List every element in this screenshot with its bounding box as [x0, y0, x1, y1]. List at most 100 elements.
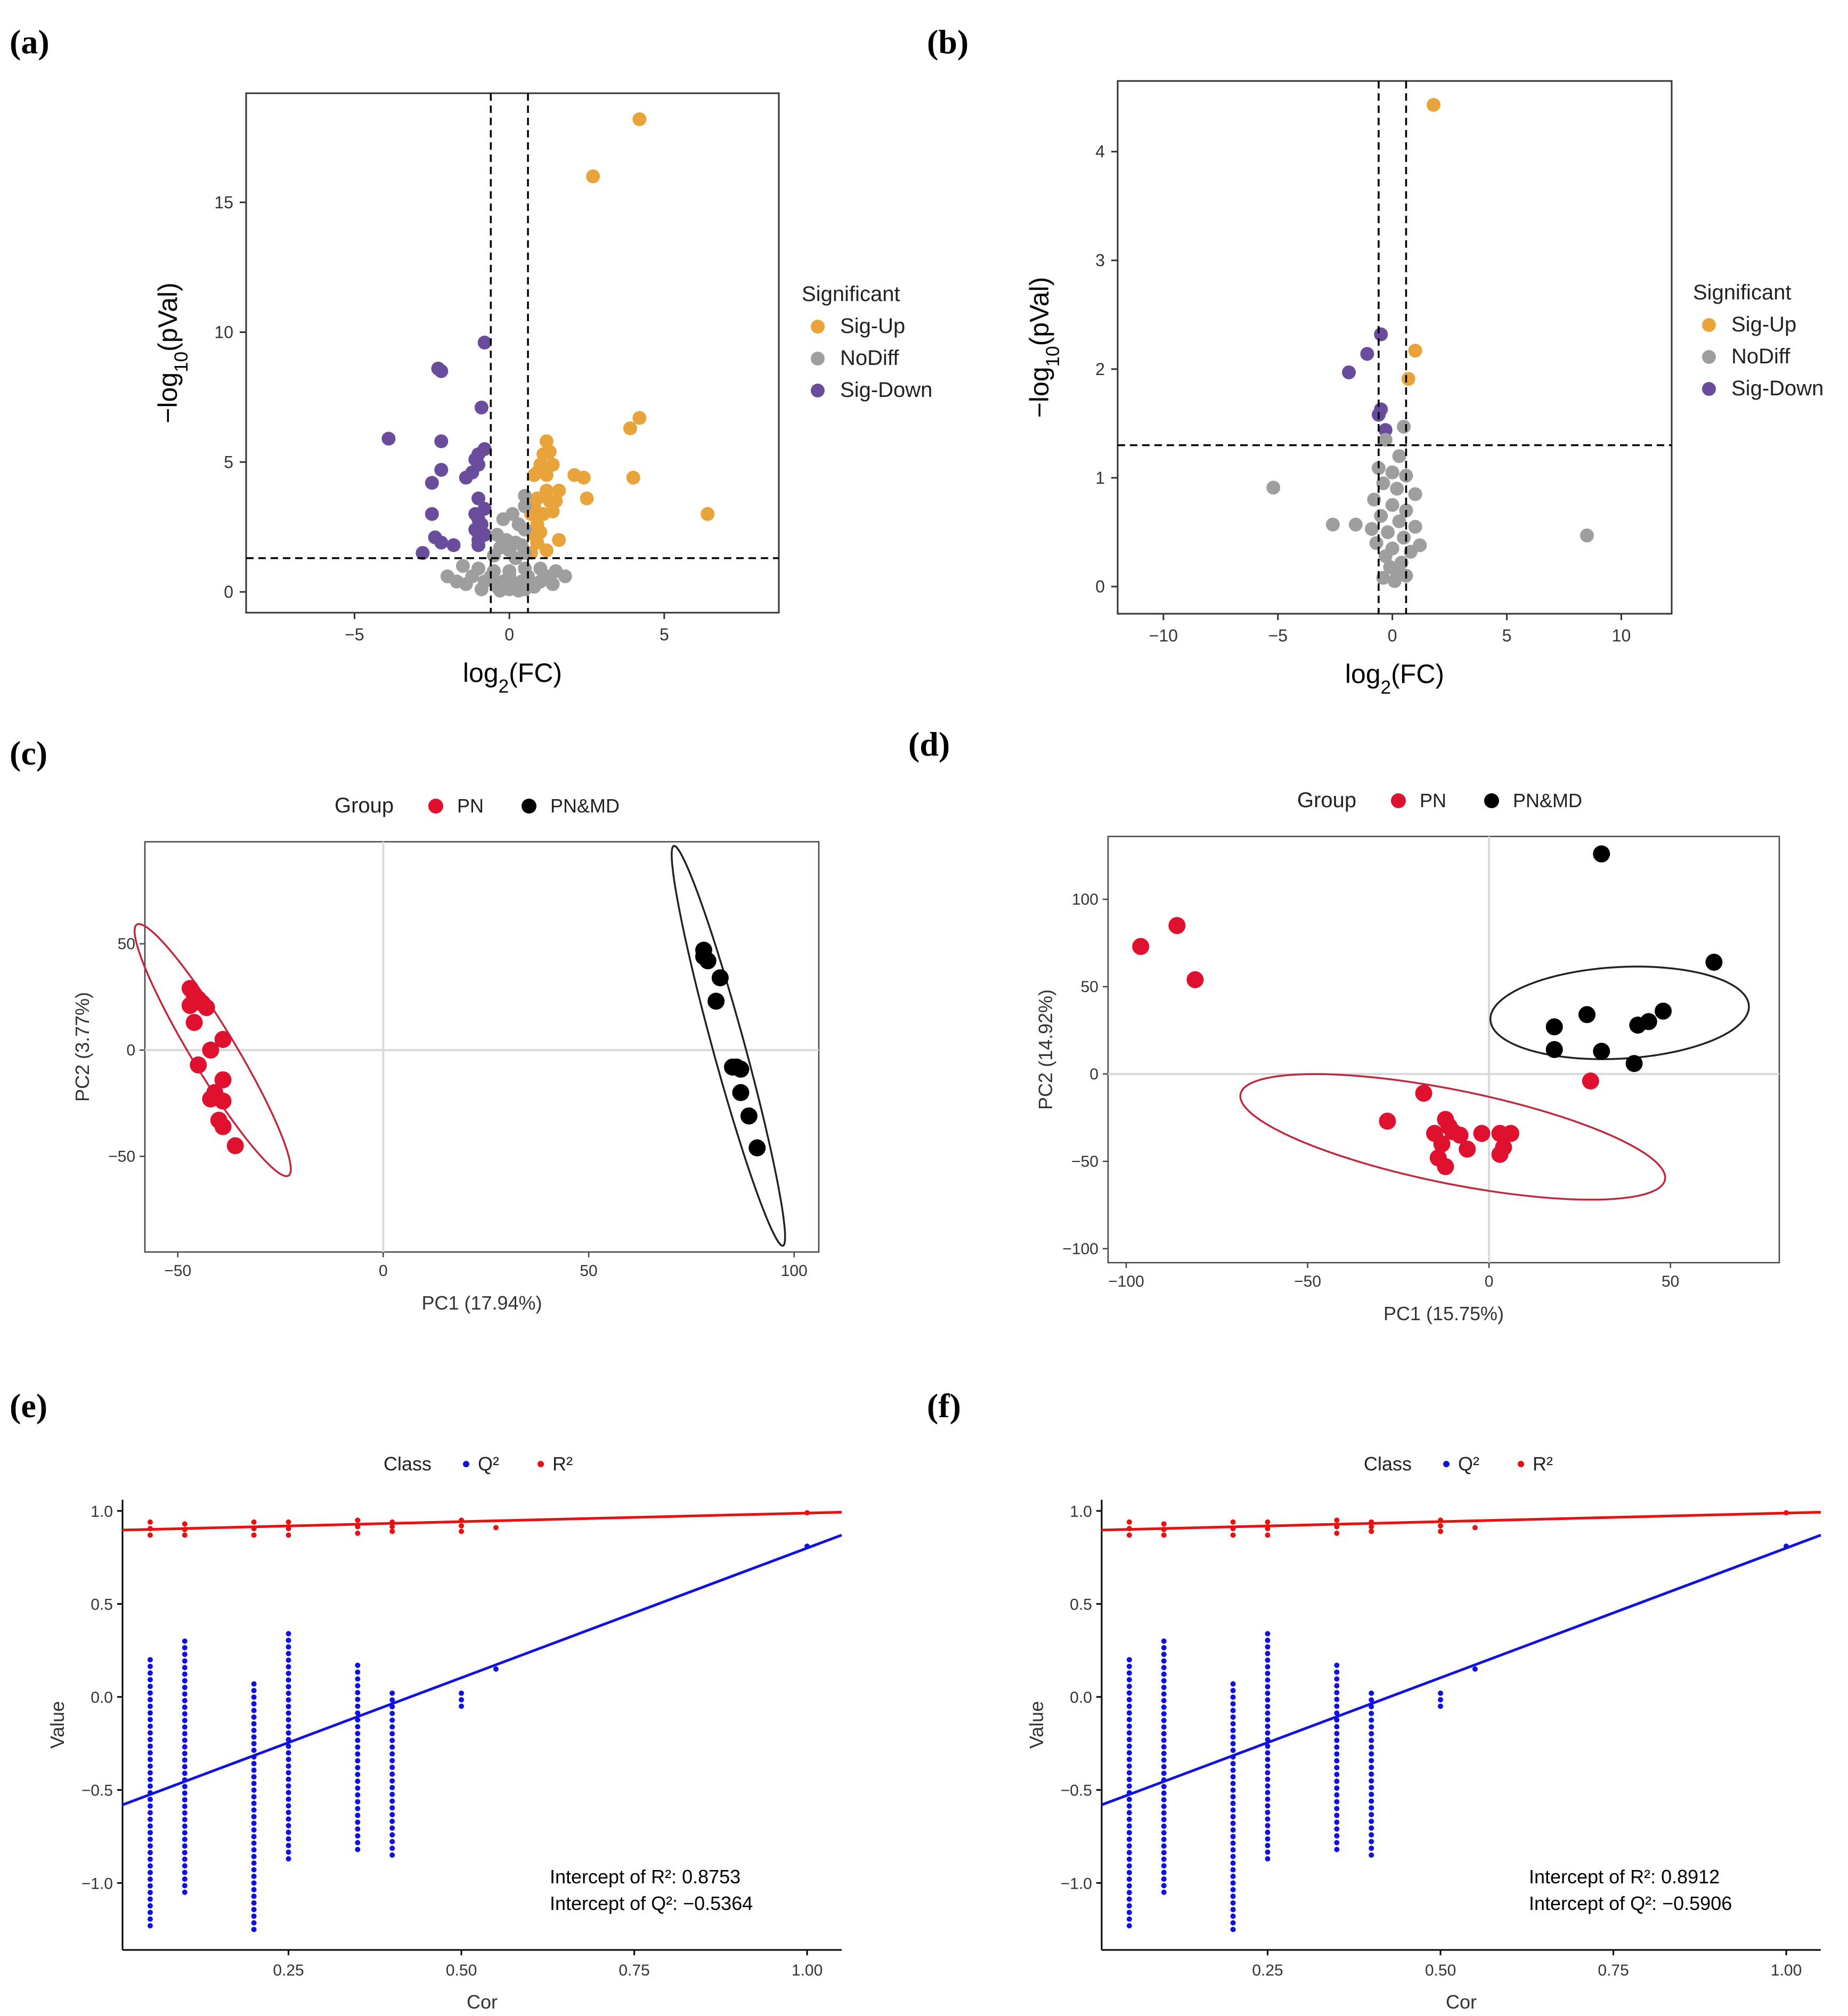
point-q2 [1334, 1669, 1340, 1675]
x-axis-label: PC1 (15.75%) [1383, 1303, 1504, 1324]
point-q2 [1334, 1833, 1340, 1839]
point-q2 [182, 1810, 188, 1816]
x-tick-label: −100 [1108, 1273, 1144, 1290]
point-q2 [286, 1830, 291, 1835]
y-axis-label: −log10(pVal) [1024, 277, 1063, 418]
point-sig-up [539, 434, 553, 449]
point-q2 [389, 1758, 395, 1763]
point-q2 [1161, 1764, 1167, 1770]
point-nodiff [1369, 536, 1383, 550]
point-pn-md [707, 993, 725, 1010]
point-q2 [1126, 1770, 1132, 1776]
point-r2 [1369, 1524, 1374, 1530]
point-q2 [1265, 1849, 1271, 1855]
plot-frame [245, 92, 780, 614]
point-q2 [1230, 1800, 1236, 1806]
point-q2 [182, 1797, 188, 1803]
point-r2 [459, 1523, 465, 1529]
point-q2 [182, 1638, 188, 1644]
point-q2 [1230, 1847, 1236, 1853]
point-nodiff [1397, 419, 1411, 434]
point-q2 [251, 1761, 257, 1767]
x-tick-label: 0 [1388, 626, 1397, 645]
point-q2 [286, 1770, 291, 1776]
point-q2 [1265, 1830, 1271, 1835]
point-q2 [251, 1734, 257, 1740]
point-q2 [1161, 1883, 1167, 1889]
point-pn-md [1593, 1043, 1610, 1060]
point-r2 [286, 1519, 291, 1525]
legend-swatch [811, 320, 825, 334]
point-q2 [251, 1747, 257, 1753]
point-q2 [355, 1819, 361, 1825]
point-q2 [1230, 1714, 1236, 1720]
y-tick-label: 15 [214, 193, 233, 212]
point-q2 [1369, 1711, 1374, 1717]
point-pn [214, 1092, 232, 1110]
point-q2 [182, 1711, 188, 1717]
point-nodiff [450, 574, 464, 589]
point-sig-up [552, 483, 566, 498]
point-sig-down [1342, 365, 1356, 379]
point-q2 [147, 1863, 153, 1869]
point-q2 [286, 1670, 291, 1676]
point-sig-up [632, 411, 647, 425]
point-q2 [1369, 1785, 1374, 1791]
legend-swatch [463, 1461, 469, 1467]
point-pn-md [732, 1084, 750, 1101]
point-pn [181, 997, 199, 1014]
point-q2 [355, 1765, 361, 1770]
point-q2 [1161, 1863, 1167, 1869]
point-q2 [1126, 1836, 1132, 1842]
point-q2 [389, 1839, 395, 1844]
point-r2 [1334, 1517, 1340, 1523]
point-q2 [182, 1843, 188, 1849]
point-q2 [1334, 1792, 1340, 1798]
point-q2 [355, 1696, 361, 1702]
point-q2 [251, 1893, 257, 1899]
point-nodiff [508, 551, 523, 565]
y-tick-label: 0 [126, 1042, 135, 1059]
point-nodiff [1385, 465, 1399, 479]
legend-label: R² [552, 1453, 573, 1475]
point-q2 [1230, 1681, 1236, 1687]
x-axis-label: Cor [1446, 1991, 1477, 2013]
point-q2 [286, 1843, 291, 1849]
point-q2 [286, 1757, 291, 1762]
point-q2 [355, 1689, 361, 1695]
y-tick-label: −50 [108, 1148, 135, 1165]
point-sig-down [434, 535, 449, 550]
intercept-annotation: Intercept of R²: 0.8753 [550, 1866, 740, 1888]
point-q2 [1334, 1730, 1340, 1736]
point-pn-md [1593, 845, 1610, 863]
point-q2 [1265, 1697, 1271, 1703]
volcano-plot-b: −10 −5 0 5 10 0 1 2 3 4 log2(FC) −log10(pVal) Signif… [1024, 80, 1823, 698]
point-pn [1582, 1072, 1599, 1090]
point-q2 [286, 1704, 291, 1710]
point-q2 [1230, 1741, 1236, 1746]
point-sig-up [549, 494, 563, 508]
point-q2 [286, 1816, 291, 1822]
point-nodiff [1408, 519, 1422, 534]
point-q2 [355, 1806, 361, 1811]
y-tick-label: −100 [1062, 1240, 1098, 1258]
point-q2 [1334, 1696, 1340, 1702]
y-axis-label: PC2 (14.92%) [1035, 989, 1056, 1110]
point-q2 [182, 1764, 188, 1770]
point-q2 [1334, 1710, 1340, 1716]
point-q2 [1265, 1776, 1271, 1782]
point-q2 [147, 1690, 153, 1696]
point-r2 [147, 1532, 153, 1538]
legend-title: Significant [1693, 281, 1792, 304]
point-sig-down [1378, 423, 1393, 437]
point-q2 [1265, 1783, 1271, 1789]
point-q2 [147, 1869, 153, 1875]
point-r2 [1230, 1519, 1236, 1525]
point-q2 [182, 1757, 188, 1763]
point-q2 [1161, 1658, 1167, 1664]
point-q2 [1126, 1909, 1132, 1915]
point-q2 [1161, 1817, 1167, 1823]
point-q2 [1161, 1830, 1167, 1836]
point-q2 [1369, 1724, 1374, 1730]
point-q2 [251, 1820, 257, 1826]
